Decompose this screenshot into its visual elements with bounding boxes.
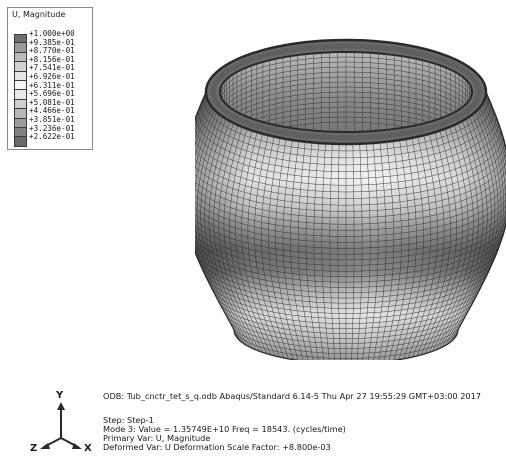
y-axis-label: Y (56, 390, 64, 401)
legend-swatch (14, 137, 27, 147)
mesh-grid (195, 94, 506, 360)
top-rim (204, 38, 488, 146)
legend-value: +5.696e-01 (29, 89, 75, 99)
legend-swatch (14, 43, 27, 53)
legend-value: +9.385e-01 (29, 37, 75, 47)
deformed-tube-model[interactable] (195, 30, 506, 360)
legend-value: +2.622e-01 (29, 132, 75, 142)
legend-value: +8.770e-01 (29, 46, 75, 56)
legend-swatch (14, 62, 27, 72)
step-line: Step: Step-1 (103, 415, 154, 425)
legend-color-bar (14, 34, 27, 147)
z-axis-label: Z (30, 443, 38, 454)
legend-value: +6.926e-01 (29, 71, 75, 81)
legend-swatch (14, 71, 27, 81)
legend-swatch (14, 90, 27, 100)
legend-value: +5.081e-01 (29, 97, 75, 107)
viewport-info-block: ODB: Tub_cnctr_tet_s_q.odb Abaqus/Standa… (103, 392, 481, 452)
mode-line: Mode 3: Value = 1.35749E+10 Freq = 18543… (103, 424, 346, 434)
odb-info-line: ODB: Tub_cnctr_tet_s_q.odb Abaqus/Standa… (103, 391, 482, 401)
legend-value: +6.311e-01 (29, 80, 75, 90)
legend-swatch (14, 80, 27, 91)
primary-var-line: Primary Var: U, Magnitude (103, 433, 211, 443)
legend-swatch (14, 34, 27, 44)
legend-value-labels: +1.000e+00 +9.385e-01 +8.770e-01 +8.156e-01… (29, 29, 75, 142)
x-axis-label: X (84, 443, 92, 454)
legend-swatch (14, 109, 27, 119)
legend-value: +1.000e+00 (29, 29, 75, 38)
y-axis-arrow-icon (57, 402, 65, 410)
x-axis-arrow-icon (72, 443, 82, 449)
inner-wall (220, 52, 472, 132)
contour-legend: U, Magnitude +1.000e+00 +9.385e-01 +8.770e… (7, 7, 93, 150)
deformed-var-line: Deformed Var: U Deformation Scale Factor… (103, 442, 331, 452)
z-axis-arrow-icon (40, 443, 50, 449)
axis-triad: Y Z X (28, 390, 98, 458)
legend-value: +8.156e-01 (29, 54, 75, 64)
legend-swatch (14, 118, 27, 128)
legend-title: U, Magnitude (12, 10, 66, 19)
legend-swatch (14, 127, 27, 138)
legend-value: +3.851e-01 (29, 114, 75, 124)
legend-value: +7.541e-01 (29, 63, 75, 73)
legend-swatch (14, 99, 27, 110)
legend-swatch (14, 52, 27, 63)
legend-value: +3.236e-01 (29, 123, 75, 133)
legend-value: +4.466e-01 (29, 106, 75, 116)
